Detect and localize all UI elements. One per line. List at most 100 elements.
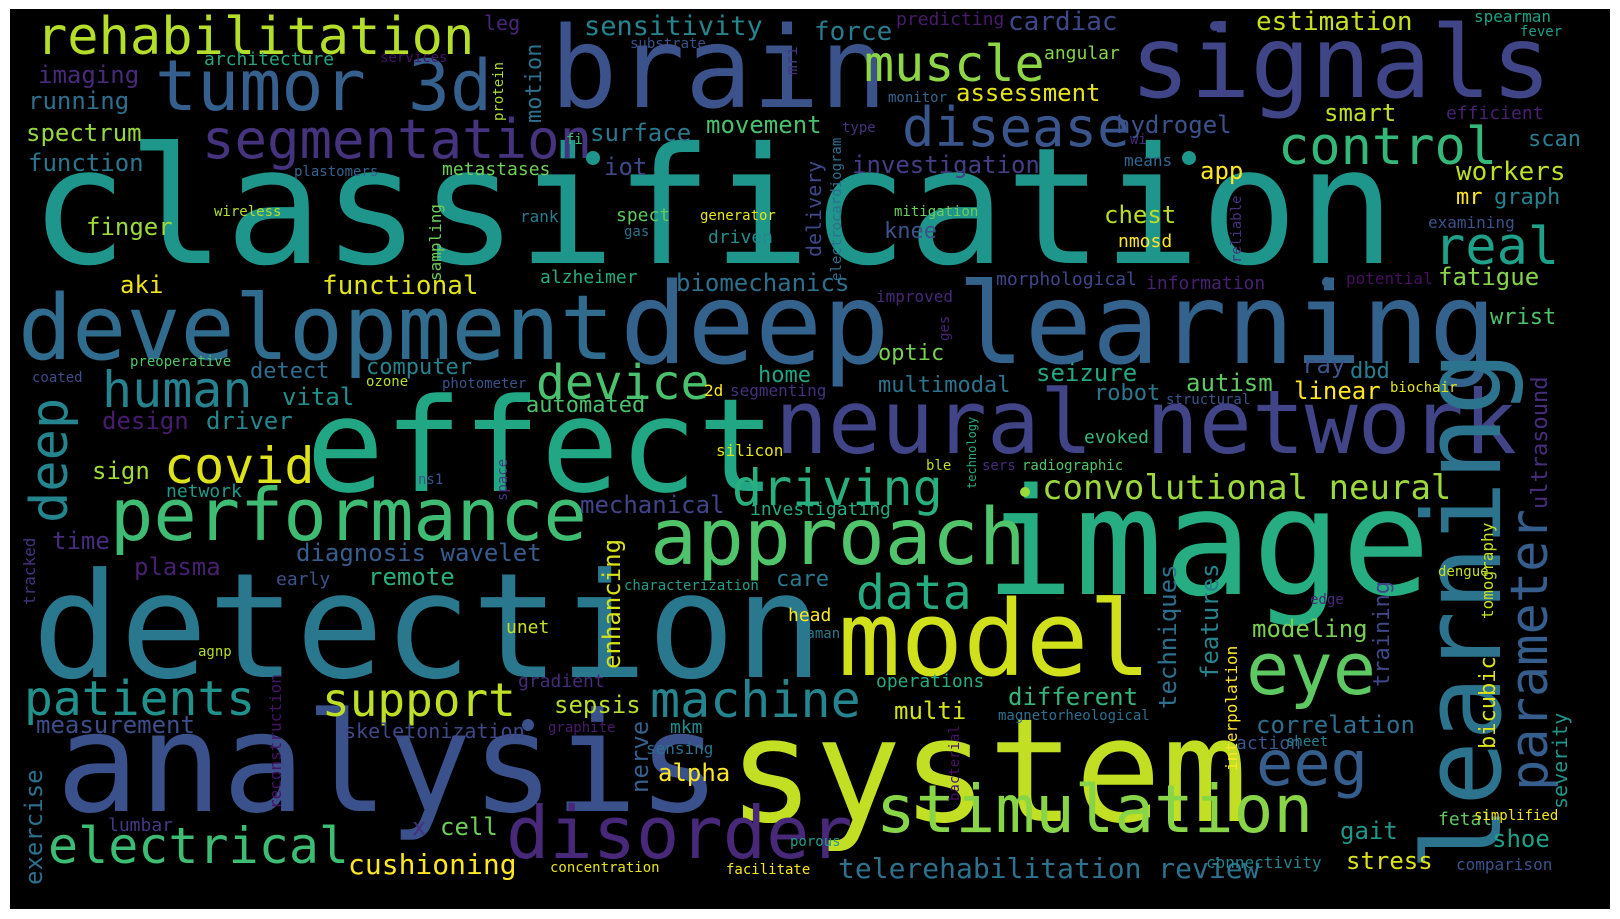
word: space	[495, 458, 511, 501]
word: scan	[1528, 127, 1581, 152]
word: alzheimer	[540, 267, 638, 288]
word: eeg	[1256, 727, 1368, 800]
word: facilitate	[726, 862, 811, 878]
word: technology	[965, 416, 979, 489]
word: correlation	[1256, 711, 1415, 739]
word: rank	[520, 207, 559, 226]
word: knee	[884, 219, 937, 244]
word: means	[1124, 151, 1173, 170]
word: electrical	[48, 817, 350, 875]
word: cardiac	[1008, 9, 1118, 37]
dot	[522, 719, 534, 731]
word: ozone	[366, 374, 409, 390]
word: tracked	[20, 537, 39, 605]
dot	[1182, 151, 1196, 165]
word: protein	[491, 61, 507, 121]
word: wrist	[1490, 305, 1557, 330]
word: human	[102, 361, 253, 419]
word: leg	[484, 11, 521, 35]
word: evoked	[1084, 427, 1150, 448]
word: dbd	[1350, 359, 1390, 384]
word: severity	[1548, 712, 1572, 809]
word: investigation	[852, 151, 1040, 179]
word: efficient	[1446, 103, 1544, 124]
word: 2d	[704, 381, 724, 400]
word: rehabilitation	[36, 9, 475, 67]
word: connectivity	[1206, 853, 1322, 872]
word: fetal	[1438, 809, 1493, 830]
word: segmentation	[202, 108, 593, 171]
word: edge	[1310, 592, 1344, 608]
word: structural	[1166, 392, 1251, 408]
word: delivery	[802, 160, 826, 257]
word: smart	[1324, 99, 1397, 127]
word: hydrogel	[1116, 111, 1232, 139]
word: ultrasound	[1528, 376, 1553, 509]
word: telerehabilitation review	[838, 852, 1260, 885]
word: training	[1370, 581, 1395, 687]
word: convolutional neural	[1042, 468, 1452, 508]
word: plasma	[134, 553, 221, 581]
word: generator	[700, 208, 776, 224]
word: different	[1008, 683, 1139, 711]
word: development	[18, 276, 615, 381]
word: cushioning	[348, 848, 517, 881]
word: reconstruction	[266, 674, 285, 809]
word: porous	[790, 834, 841, 850]
word: morphological	[996, 269, 1137, 290]
word: dengue	[1438, 564, 1489, 580]
word: photometer	[442, 376, 527, 392]
word: electrocardiogram	[829, 137, 845, 281]
word: computer	[366, 355, 472, 380]
word: signals	[1130, 9, 1552, 121]
word: running	[28, 87, 130, 115]
word: wireless	[214, 204, 282, 220]
word: metastases	[442, 159, 551, 180]
word: ns1	[418, 472, 444, 488]
word: driver	[206, 407, 293, 435]
word: mri	[782, 46, 801, 75]
word: app	[1200, 157, 1244, 185]
word: muscle	[864, 35, 1045, 93]
word: care	[776, 567, 829, 592]
word: improved	[876, 287, 954, 306]
word: diagnosis wavelet	[296, 539, 542, 567]
word: raman	[798, 626, 841, 642]
word: mkm	[670, 717, 703, 738]
word: neural network	[775, 371, 1517, 474]
word: alpha	[658, 759, 731, 787]
word: control	[1278, 117, 1498, 177]
word: chest	[1104, 201, 1177, 229]
word: driven	[708, 227, 774, 248]
word: spectrum	[26, 119, 142, 147]
word: radiographic	[1022, 458, 1124, 474]
word: time	[52, 527, 110, 555]
word: system	[728, 687, 1249, 855]
word: disorder	[506, 791, 853, 875]
word: multi	[894, 697, 967, 725]
word: mr	[1456, 185, 1483, 210]
word: head	[788, 605, 832, 626]
dot	[586, 151, 600, 165]
word: wi	[1130, 132, 1147, 148]
word: graph	[1494, 185, 1561, 210]
word: movement	[706, 111, 822, 139]
word: early	[276, 569, 331, 590]
word: gradient	[518, 671, 605, 692]
word: nerve	[626, 720, 654, 793]
word: model	[838, 578, 1152, 700]
word: remote	[368, 563, 455, 591]
word: linear	[1294, 377, 1381, 405]
word: services	[380, 50, 448, 66]
word: biochair	[1390, 380, 1458, 396]
word: sheet	[1286, 734, 1329, 750]
word: image	[985, 457, 1431, 629]
word: gait	[1340, 817, 1398, 845]
word-cloud: classification detection system analysis…	[10, 9, 1610, 909]
word: unet	[506, 617, 550, 638]
word: comparison	[1456, 855, 1553, 874]
word: measurement	[36, 711, 195, 739]
word: patients	[24, 671, 256, 727]
word: stress	[1346, 847, 1433, 875]
word: sepsis	[554, 691, 641, 719]
